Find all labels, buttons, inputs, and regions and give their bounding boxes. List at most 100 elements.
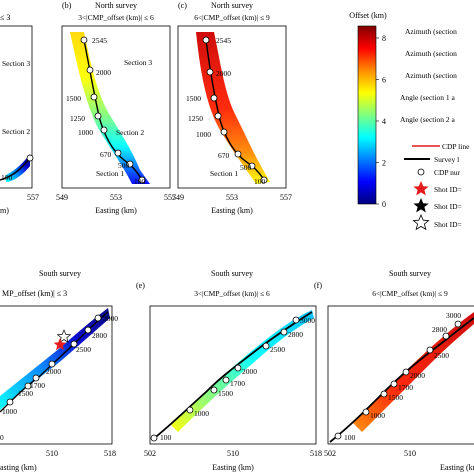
cdp-label: 500 xyxy=(118,161,130,170)
cdp-label: 3000 xyxy=(446,311,461,320)
legend-cdp-number: CDP nur xyxy=(434,168,461,177)
cdp-label: 1500 xyxy=(388,393,403,402)
legend-azimuth-1: Azimuth (section xyxy=(405,27,457,36)
cdp-label: 3000 xyxy=(300,316,315,325)
panel-e: (e) South survey 3<|CMP_offset (km)| ≤ 6… xyxy=(136,269,322,472)
panel-a-xlabel: m) xyxy=(0,206,9,215)
panel-f-tick: 510 xyxy=(404,449,416,458)
panel-c-cdp-labels: 2545 2000 1500 1250 1000 670 500 100 xyxy=(186,36,266,186)
panel-e-label: (e) xyxy=(136,281,145,290)
panel-a-section-label: Section 2 xyxy=(2,127,30,136)
colorbar-tick-label: 6 xyxy=(382,76,386,85)
cdp-label: 2800 xyxy=(288,330,303,339)
panel-f-tick: 502 xyxy=(324,449,336,458)
cdp-label: 1250 xyxy=(70,114,85,123)
panel-d-shot-white-star-icon xyxy=(56,329,72,343)
cdp-label: 1500 xyxy=(18,389,33,398)
panel-b-cdp-markers xyxy=(80,36,146,184)
panel-c-subtitle: 6<|CMP_offset (km)| ≤ 9 xyxy=(194,13,270,22)
panel-b-survey-line xyxy=(83,39,143,181)
panel-e-cdp-markers xyxy=(150,316,300,442)
panel-d-tick: 518 xyxy=(104,449,116,458)
colorbar-gradient xyxy=(357,25,377,205)
panel-a-cdp-marker xyxy=(26,154,34,162)
cdp-label: 2545 xyxy=(216,36,231,45)
panel-e-coverage xyxy=(170,310,314,432)
panel-a-frame xyxy=(0,25,33,189)
cdp-label: 1700 xyxy=(398,383,413,392)
legend-cdp-line: CDP line xyxy=(442,142,470,151)
panel-d-title: South survey xyxy=(39,269,81,278)
cdp-label: 2500 xyxy=(76,345,91,354)
panel-b-tick: 557 xyxy=(164,193,176,202)
legend-shot-3: Shot ID= xyxy=(434,220,462,229)
panel-f-label: (f) xyxy=(314,281,322,290)
cdp-label: 2000 xyxy=(410,371,425,380)
panel-a-section-label: Section 3 xyxy=(2,59,30,68)
cdp-label: 2500 xyxy=(270,345,285,354)
cdp-label: 2000 xyxy=(46,367,61,376)
panel-e-frame xyxy=(149,305,317,445)
cdp-label: 2500 xyxy=(434,351,449,360)
cdp-label: 100 xyxy=(344,433,356,442)
panel-c-frame xyxy=(177,25,287,189)
cdp-label: 1000 xyxy=(194,409,209,418)
panel-d-shot-red-star-icon xyxy=(53,338,67,351)
legend-shot-2: Shot ID= xyxy=(434,202,462,211)
cdp-label: 1250 xyxy=(188,114,203,123)
panel-a: ≤ 3 Section 3 Section 2 100 m) 557 xyxy=(0,13,39,215)
legend-angle-2: Angle (section 2 a xyxy=(400,115,455,124)
cdp-label: 1700 xyxy=(230,379,245,388)
cdp-label: 2800 xyxy=(432,325,447,334)
panel-b-xlabel: Easting (km) xyxy=(95,206,137,215)
cdp-label: 1000 xyxy=(196,130,211,139)
panel-d-cdp-markers xyxy=(6,314,102,406)
panel-b-tick: 549 xyxy=(56,193,68,202)
legend-shot-white-star-icon xyxy=(412,213,430,231)
panel-c-coverage xyxy=(196,32,270,184)
panel-f: (f) South survey 6<|CMP_offset (km)| ≤ 9… xyxy=(314,269,474,472)
panel-c-xlabel: Easting (km) xyxy=(211,206,253,215)
cdp-label: 2000 xyxy=(96,68,111,77)
panel-f-cdp-labels: 3000 2800 2500 2000 1700 1500 1000 100 xyxy=(344,311,461,442)
panel-d-coverage xyxy=(0,308,110,410)
panel-b-tick: 553 xyxy=(110,193,122,202)
cdp-label: 3000 xyxy=(103,314,118,323)
panel-f-cdp-markers xyxy=(334,320,462,440)
cdp-label: 2800 xyxy=(92,331,107,340)
legend-azimuth-3: Azimuth (section xyxy=(405,71,457,80)
cdp-label: 500 xyxy=(240,163,252,172)
cdp-label: 100 xyxy=(254,177,266,186)
panel-b-label: (b) xyxy=(62,1,72,10)
cdp-label: 1700 xyxy=(30,381,45,390)
panel-b-title: North survey xyxy=(95,1,137,10)
legend-survey-line: Survey l xyxy=(434,155,459,164)
panel-e-cdp-labels: 3000 2800 2500 2000 1700 1500 1000 100 xyxy=(160,316,315,442)
panel-f-survey-line xyxy=(329,317,474,443)
cdp-label: 1500 xyxy=(218,389,233,398)
panel-e-subtitle: 3<|CMP_offset (km)| ≤ 6 xyxy=(194,289,270,298)
panel-f-title: South survey xyxy=(389,269,431,278)
colorbar-tick-label: 2 xyxy=(382,159,386,168)
legend-angle-1: Angle (section 1 a xyxy=(400,93,455,102)
panel-b: (b) North survey 3<|CMP_offset (km)| ≤ 6… xyxy=(56,1,176,215)
cdp-label: 1000 xyxy=(370,411,385,420)
cdp-label: 1500 xyxy=(66,94,81,103)
panel-f-subtitle: 6<|CMP_offset (km)| ≤ 9 xyxy=(372,289,448,298)
panel-d-cdp-labels: 3000 2800 2500 2000 1700 1500 1000 0 xyxy=(0,314,118,442)
cdp-label: 2000 xyxy=(216,69,231,78)
panel-b-frame xyxy=(61,25,171,189)
legend-shot-red-star-icon xyxy=(413,181,429,196)
panel-b-coverage xyxy=(70,32,150,184)
panel-c-label: (c) xyxy=(178,1,187,10)
panel-d-subtitle: MP_offset (km)| ≤ 3 xyxy=(2,289,67,298)
cdp-label: 670 xyxy=(218,151,230,160)
colorbar-tick-label: 8 xyxy=(382,34,386,43)
cdp-label: 670 xyxy=(100,150,112,159)
panel-c: (c) North survey 6<|CMP_offset (km)| ≤ 9… xyxy=(172,1,292,215)
colorbar-tick-label: 4 xyxy=(382,117,386,126)
panel-d-survey-line xyxy=(0,311,109,413)
panel-d-tick: 510 xyxy=(46,449,58,458)
cdp-label: 100 xyxy=(160,433,172,442)
